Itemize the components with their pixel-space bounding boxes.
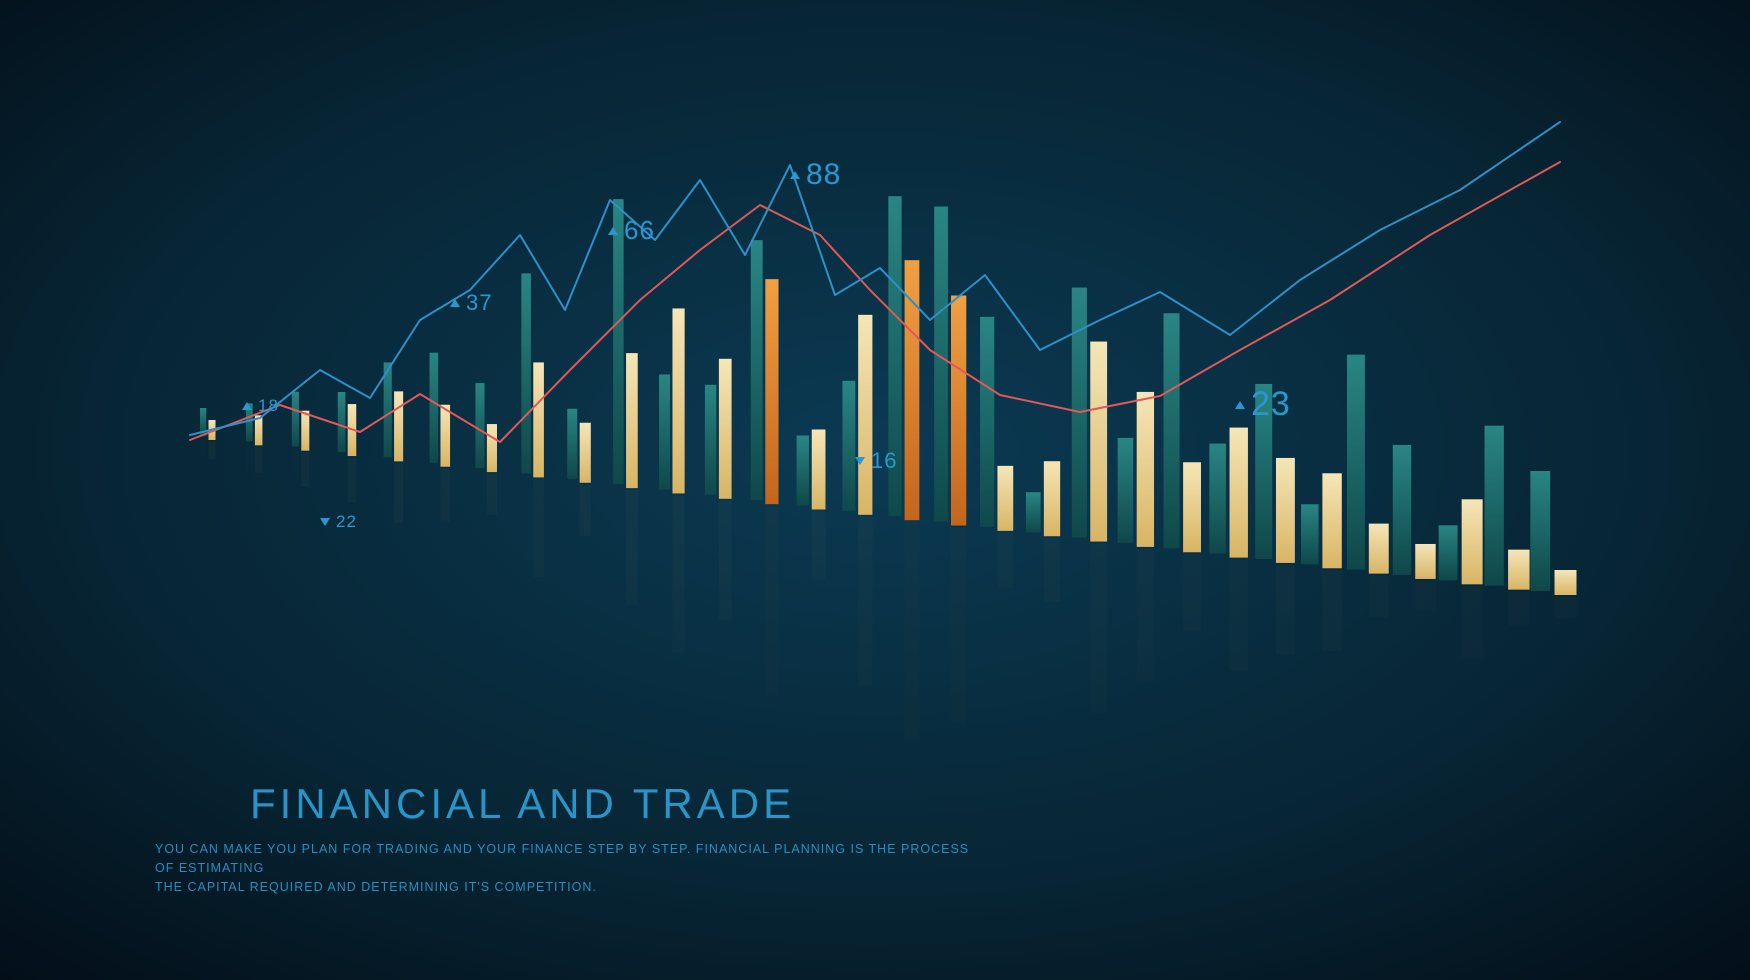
value-annotation: 37 [450,290,492,316]
annotation-value: 23 [1251,385,1291,424]
triangle-down-icon [855,457,865,465]
annotation-value: 16 [871,448,897,474]
triangle-up-icon [790,171,800,179]
triangle-up-icon [450,299,460,307]
value-annotation: 18 [242,396,279,416]
financial-infographic: 18 22 37 66 88 16 23 FINANCIAL AND TRADE YOU C… [0,0,1750,980]
chart-reflection [200,438,1577,751]
value-annotation: 16 [855,448,897,474]
title-block: FINANCIAL AND TRADE [250,780,795,828]
subtitle-line-1: YOU CAN MAKE YOU PLAN FOR TRADING AND YO… [155,842,969,875]
subtitle-line-2: THE CAPITAL REQUIRED AND DETERMINING IT'… [155,880,597,894]
value-annotation: 23 [1235,385,1291,424]
value-annotation: 88 [790,158,841,192]
main-title: FINANCIAL AND TRADE [250,780,795,828]
triangle-down-icon [320,518,330,526]
annotation-value: 22 [336,512,357,532]
annotation-value: 66 [624,215,655,246]
triangle-up-icon [608,227,618,235]
subtitle: YOU CAN MAKE YOU PLAN FOR TRADING AND YO… [155,840,975,896]
value-annotation: 66 [608,215,655,246]
perspective-bar-chart [0,0,1750,980]
annotation-value: 37 [466,290,492,316]
annotation-value: 88 [806,158,841,192]
triangle-up-icon [242,402,252,410]
triangle-up-icon [1235,401,1245,409]
value-annotation: 22 [320,512,357,532]
annotation-value: 18 [258,396,279,416]
